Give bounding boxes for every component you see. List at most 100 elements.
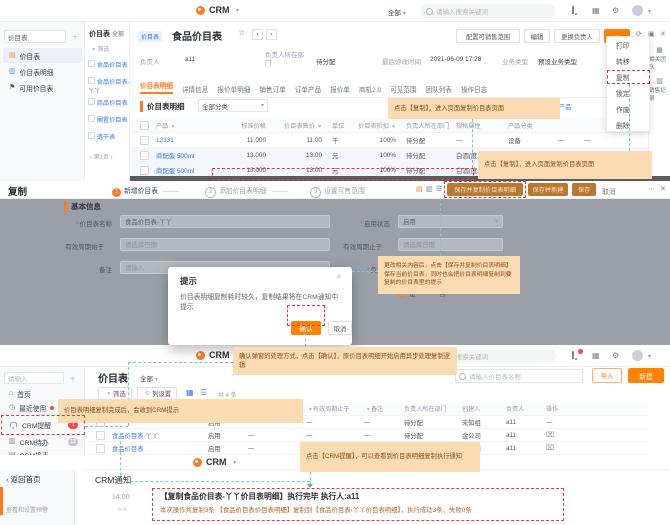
tab-order-products[interactable]: 订单产品 bbox=[294, 87, 322, 94]
window-icon[interactable]: ▣ bbox=[648, 31, 655, 38]
sidebar-item-pricebook[interactable]: ▤ 价目表 bbox=[3, 48, 82, 63]
dialog-cancel-button[interactable]: 取消 bbox=[328, 321, 352, 335]
create-button[interactable]: 新建 bbox=[628, 368, 664, 383]
status-select[interactable]: 启用 ▾ bbox=[398, 215, 503, 228]
menu-item-copy[interactable]: 复制 bbox=[616, 75, 630, 82]
record-list-item[interactable]: 商品价目表 bbox=[88, 98, 129, 107]
sidebar-item-available-pricebook[interactable]: ⚑ 可用价目表 bbox=[9, 84, 54, 93]
view-list-toggle[interactable]: ☰ bbox=[200, 388, 208, 397]
menu-item-delete[interactable]: 删除 bbox=[616, 123, 630, 130]
config-sellable-button[interactable]: 配置可销售范围 bbox=[456, 29, 520, 43]
rail-item-team[interactable]: ▦ 相关团队 bbox=[649, 47, 666, 71]
list-filter[interactable]: ▼ 筛选 bbox=[91, 47, 110, 53]
back-home-link[interactable]: ‹ 返回首页 bbox=[6, 475, 41, 484]
menu-item-invalidate[interactable]: 作废 bbox=[616, 107, 630, 114]
bell-icon[interactable] bbox=[572, 351, 574, 359]
more-icon[interactable]: ⋯ bbox=[648, 186, 655, 193]
filter-icon[interactable]: ▼ bbox=[390, 123, 396, 130]
save-and-new-button[interactable]: 保存并新建 bbox=[528, 183, 568, 196]
sidebar-item-crm-todo[interactable]: ▥ CRM待办 12 bbox=[3, 435, 82, 448]
row-checkbox[interactable] bbox=[96, 443, 105, 453]
cancel-button[interactable]: 取消 bbox=[602, 189, 616, 196]
close-icon[interactable]: ✕ bbox=[336, 274, 342, 281]
trash-icon[interactable]: ⌧ bbox=[546, 445, 555, 452]
menu-item-transfer[interactable]: 转移 bbox=[616, 59, 630, 66]
sidebar-item-pricebook-lines[interactable]: ▥ 价目表明细 bbox=[9, 68, 54, 77]
sidebar-search-input[interactable]: 请输入 bbox=[4, 372, 64, 384]
plus-icon[interactable]: ＋ bbox=[70, 377, 77, 383]
plus-icon[interactable]: ＋ bbox=[72, 35, 79, 41]
record-list-item[interactable]: 搁置价目表 bbox=[88, 115, 129, 124]
tab-detail-info[interactable]: 详情信息 bbox=[181, 87, 209, 94]
category-select[interactable]: 全部分类 ▾ bbox=[198, 99, 268, 112]
list-search-input[interactable]: 请输入价目表名称 bbox=[455, 369, 583, 383]
tab-quotes[interactable]: 报价单 bbox=[330, 87, 350, 94]
apps-icon[interactable]: ▦ bbox=[592, 351, 600, 360]
edit-button[interactable]: 编辑 bbox=[524, 29, 550, 43]
record-list-item[interactable]: 透干表 bbox=[88, 132, 129, 141]
row-checkbox[interactable] bbox=[140, 135, 149, 145]
tab-opportunity[interactable]: 商机2.0 bbox=[358, 87, 382, 94]
close-icon[interactable]: ✕ bbox=[660, 186, 666, 193]
select-all-checkbox[interactable] bbox=[140, 120, 149, 130]
tab-sales-orders[interactable]: 销售订单 bbox=[259, 87, 286, 94]
alert-settings-link[interactable]: 查看和设置预警 bbox=[6, 508, 49, 514]
gear-icon[interactable]: ⚙ bbox=[612, 6, 620, 15]
valid-to-input[interactable]: 请选择日期 bbox=[398, 238, 503, 251]
record-list-item[interactable]: 食品价目表-丫丫 bbox=[88, 77, 130, 95]
sidebar-item-crm-alerts[interactable]: CRM提醒 1 bbox=[3, 417, 82, 432]
filter-icon[interactable]: ▼ bbox=[308, 407, 313, 413]
layout-icon[interactable]: ▥ bbox=[426, 186, 433, 193]
change-owner-button[interactable]: 更换负责人 bbox=[554, 29, 600, 43]
sidebar-search-input[interactable]: 价目表 bbox=[4, 30, 66, 43]
avatar[interactable] bbox=[632, 5, 643, 16]
chevron-down-icon[interactable]: ▾ bbox=[236, 8, 240, 14]
todo-count-badge: 12 bbox=[68, 437, 78, 446]
global-search-input[interactable]: 请输入搜索关键词 bbox=[420, 4, 556, 18]
valid-from-input[interactable]: 请选择日期 bbox=[120, 238, 330, 251]
record-list-item[interactable]: 食品价目表 bbox=[88, 60, 129, 69]
tab-pricebook-lines[interactable]: 价目表明细 bbox=[140, 80, 173, 94]
row-checkbox[interactable] bbox=[140, 165, 149, 175]
required-mark: * bbox=[360, 221, 363, 228]
confirm-button[interactable]: 确认 bbox=[291, 321, 321, 335]
prev-record-button[interactable]: ‹ bbox=[252, 29, 263, 40]
row-checkbox[interactable] bbox=[96, 430, 105, 440]
save-button[interactable]: 保存 bbox=[572, 183, 596, 196]
pagination[interactable]: ‹ 第1页 › bbox=[90, 155, 113, 161]
menu-item-lock[interactable]: 锁定 bbox=[616, 91, 630, 98]
gear-icon[interactable]: ⚙ bbox=[612, 351, 620, 360]
import-button[interactable]: 导入 bbox=[592, 368, 622, 383]
star-icon[interactable]: ☆ bbox=[238, 28, 246, 37]
trash-icon[interactable]: ⌧ bbox=[546, 432, 555, 439]
notification-item[interactable]: 【复制食品价目表-丫丫价目表明细】执行完毕 执行人:a11 本次操作共复制3条 … bbox=[158, 491, 556, 518]
next-record-button[interactable]: › bbox=[266, 29, 277, 40]
tab-team-list[interactable]: 团队列表 bbox=[425, 87, 452, 94]
field-label: 最后修改时间 bbox=[382, 59, 421, 66]
table-row[interactable]: 12331 11.000 11.00 千 100% 待分配 — 设备 — — bbox=[130, 132, 670, 147]
save-and-copy-lines-button[interactable]: 保存并复制价目表明细 bbox=[447, 183, 523, 196]
refresh-icon[interactable]: ⟳ bbox=[636, 31, 642, 38]
menu-item-print[interactable]: 打印 bbox=[616, 43, 630, 50]
filter-icon[interactable]: ▼ bbox=[317, 123, 322, 130]
list-icon[interactable]: ☰ bbox=[436, 186, 443, 193]
apps-icon[interactable]: ▦ bbox=[592, 6, 600, 15]
bell-icon[interactable] bbox=[572, 6, 574, 14]
layout-icon[interactable]: ▤ bbox=[416, 186, 423, 193]
sidebar-item-home[interactable]: ⌂ 首页 bbox=[9, 390, 31, 399]
list-scope-dropdown[interactable]: 全部 ▾ bbox=[140, 376, 158, 383]
tab-quote-lines[interactable]: 报价单明细 bbox=[217, 87, 251, 94]
filter-icon[interactable]: ▼ bbox=[170, 123, 176, 130]
view-grid-toggle[interactable]: ▦ bbox=[186, 388, 194, 397]
pricebook-name-input[interactable]: 食品价目表-丫丫 bbox=[120, 215, 330, 228]
scope-dropdown[interactable]: 全部 ▾ bbox=[388, 10, 406, 17]
tab-visible-range[interactable]: 可见范围 bbox=[390, 87, 417, 94]
rail-item-sales-record[interactable]: ▥ 销售记录 bbox=[649, 78, 666, 102]
filter-icon[interactable]: ▼ bbox=[366, 407, 371, 413]
close-icon[interactable]: ✕ bbox=[660, 31, 666, 38]
tab-operation-log[interactable]: 操作日志 bbox=[460, 87, 488, 94]
record-count: 共 4 条 bbox=[218, 393, 237, 399]
avatar[interactable] bbox=[632, 350, 643, 361]
table-row[interactable]: 食品价目表-丫丫 启用 — — — 待分配 金公司 a11 ⌧ bbox=[88, 428, 648, 441]
row-checkbox[interactable] bbox=[140, 150, 149, 160]
